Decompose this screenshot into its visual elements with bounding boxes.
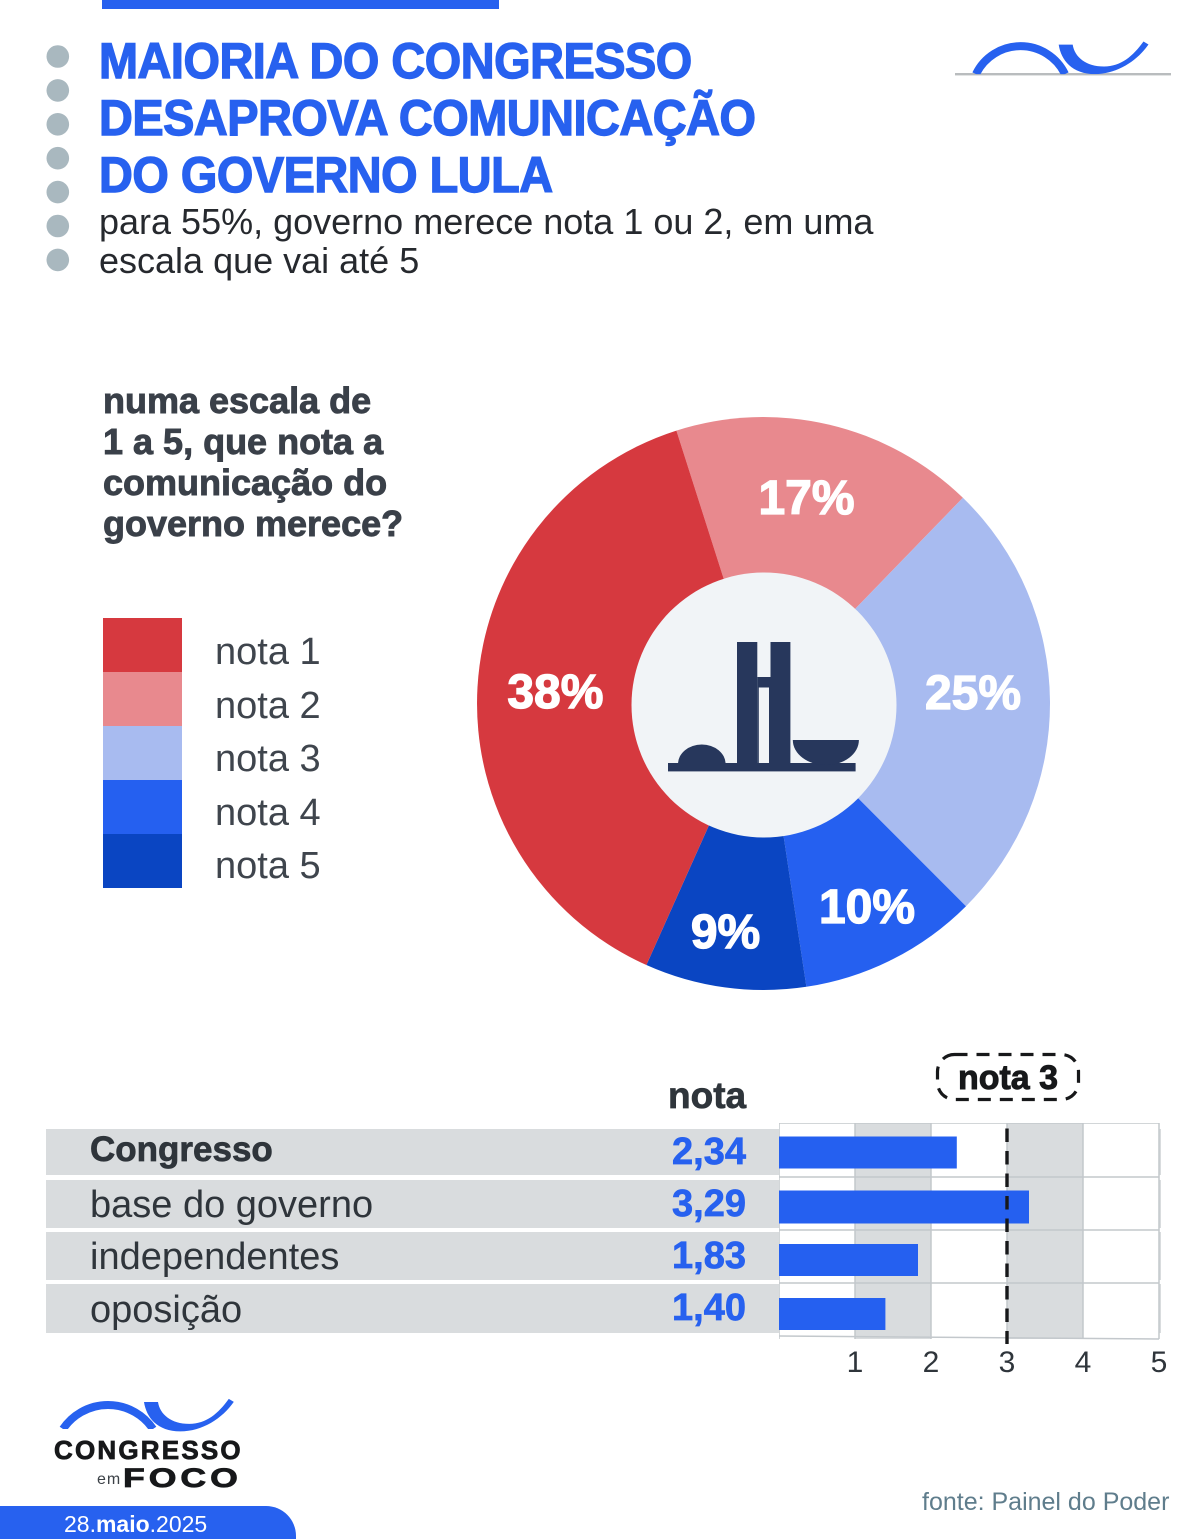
svg-text:nota 3: nota 3	[958, 1059, 1058, 1097]
svg-text:FOCO: FOCO	[123, 1462, 242, 1493]
svg-text:CONGRESSO: CONGRESSO	[54, 1435, 243, 1465]
svg-text:25%: 25%	[925, 667, 1021, 720]
svg-text:17%: 17%	[758, 472, 854, 525]
svg-text:38%: 38%	[507, 666, 603, 719]
svg-text:em: em	[97, 1471, 121, 1488]
svg-text:10%: 10%	[819, 881, 915, 934]
svg-text:9%: 9%	[691, 906, 760, 959]
